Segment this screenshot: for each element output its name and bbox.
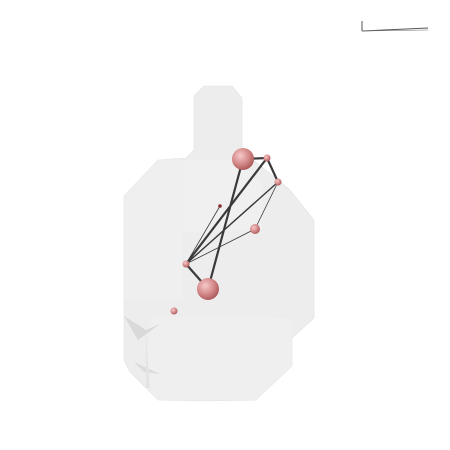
node-n4 (218, 204, 222, 208)
node-n8 (170, 307, 178, 315)
network-edges (184, 156, 280, 291)
scale-bar (361, 21, 429, 32)
edge-n6-n4 (185, 205, 221, 265)
edge-n1-n7 (206, 157, 245, 291)
node-n2 (263, 154, 271, 162)
brain-facet-left (124, 160, 182, 300)
brain-facet-lower (146, 316, 292, 400)
brain-shadow-notch-3 (146, 336, 150, 388)
edge-n2-n6 (184, 156, 269, 266)
edge-n2-n3 (265, 156, 280, 184)
scale-bar-line (361, 27, 429, 32)
scale-bar-line-2 (361, 29, 429, 32)
brain-outline (123, 85, 315, 402)
brain-shadow-notch-1 (124, 316, 160, 340)
node-n5 (250, 224, 260, 234)
node-n7 (197, 278, 219, 300)
edge-n5-n6 (185, 228, 256, 265)
node-n3 (274, 178, 282, 186)
edge-n6-n3 (185, 181, 279, 265)
edge-n3-n5 (254, 181, 279, 230)
network-nodes (170, 148, 282, 315)
node-n1 (232, 148, 254, 170)
node-n6 (182, 260, 190, 268)
